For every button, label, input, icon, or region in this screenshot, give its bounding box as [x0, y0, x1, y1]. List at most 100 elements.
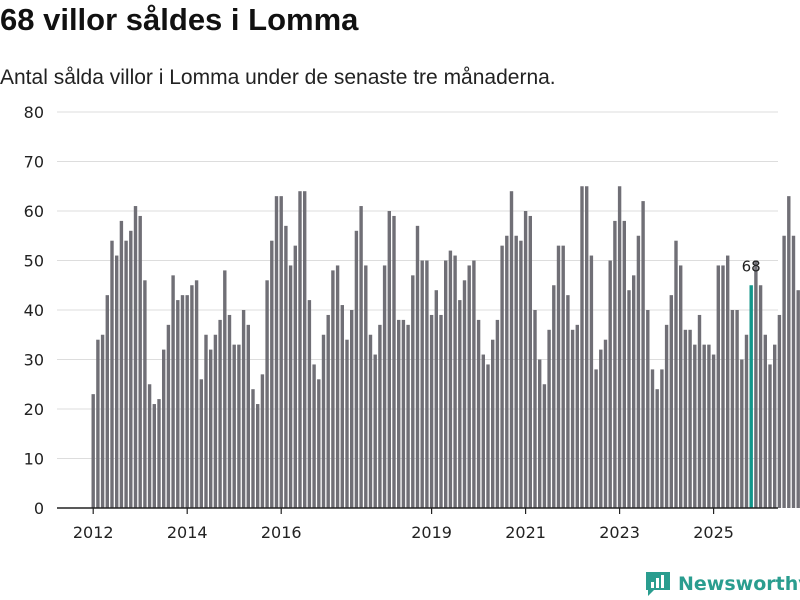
bar	[232, 344, 236, 508]
bar	[632, 275, 636, 508]
bar	[326, 314, 330, 508]
bar	[744, 334, 749, 508]
bar	[392, 215, 396, 508]
bar	[669, 295, 673, 508]
bar	[763, 334, 767, 508]
bar	[646, 310, 650, 508]
bar	[688, 329, 692, 508]
bar	[552, 285, 556, 508]
bar	[726, 255, 730, 508]
y-tick-label-10: 10	[24, 450, 44, 469]
x-tick-label-2012: 2012	[73, 523, 114, 542]
bar	[740, 359, 744, 508]
y-tick-label-20: 20	[24, 400, 44, 419]
y-tick-label-0: 0	[34, 499, 44, 518]
bar	[364, 265, 368, 508]
bar	[147, 384, 152, 508]
bar	[166, 324, 171, 508]
bar	[382, 265, 387, 508]
bar	[570, 329, 575, 508]
bar	[476, 319, 481, 508]
bar	[251, 389, 255, 508]
bar	[777, 314, 782, 508]
bar	[500, 245, 504, 508]
bar	[486, 364, 490, 508]
highlight-value-label: 68	[742, 257, 761, 275]
bar	[307, 300, 312, 508]
bar	[613, 220, 617, 508]
bar	[472, 260, 476, 508]
bar	[223, 270, 227, 508]
bar	[627, 290, 631, 508]
bar	[368, 334, 373, 508]
bar	[481, 354, 485, 508]
bar	[768, 364, 772, 508]
bar	[697, 314, 702, 508]
bar	[218, 319, 222, 508]
bar	[359, 206, 363, 509]
bar	[603, 339, 608, 508]
x-tick-label-2019: 2019	[411, 523, 452, 542]
bar	[589, 255, 594, 508]
bar	[246, 324, 250, 508]
x-tick-label-2016: 2016	[261, 523, 302, 542]
bar	[773, 344, 777, 508]
bar	[190, 285, 194, 508]
bar	[185, 295, 189, 508]
bar	[533, 310, 537, 508]
bar	[331, 270, 335, 508]
y-tick-label-70: 70	[24, 153, 44, 172]
newsworthy-logo: Newsworthy	[644, 569, 800, 599]
logo-text: Newsworthy	[678, 573, 800, 595]
bar	[143, 280, 147, 508]
bar	[265, 280, 269, 508]
bar	[458, 300, 462, 508]
bar	[274, 196, 279, 508]
bar	[425, 260, 429, 508]
bar	[716, 265, 720, 508]
bar	[256, 404, 260, 508]
bar	[303, 191, 307, 508]
bar	[354, 230, 359, 509]
bar	[735, 310, 739, 508]
bar	[415, 225, 420, 508]
bar	[406, 324, 410, 508]
bar	[495, 319, 500, 508]
bar	[270, 240, 274, 508]
bar	[758, 285, 763, 508]
bar	[279, 196, 283, 508]
bar	[100, 334, 105, 508]
bar	[373, 354, 377, 508]
bar	[641, 201, 645, 508]
bar	[782, 235, 786, 508]
bar	[157, 399, 161, 508]
bar	[350, 310, 354, 508]
bar	[133, 206, 138, 509]
bar	[561, 245, 565, 508]
x-tick-label-2025: 2025	[693, 523, 734, 542]
bar	[288, 265, 293, 508]
chart-subtitle: Antal sålda villor i Lomma under de sena…	[0, 66, 556, 89]
bar	[237, 344, 241, 508]
bar	[542, 384, 547, 508]
bar	[519, 240, 523, 508]
bar	[467, 265, 471, 508]
bar	[462, 280, 467, 508]
bar	[260, 374, 265, 508]
bar	[566, 295, 570, 508]
bar	[636, 235, 641, 508]
bar	[523, 211, 528, 508]
x-tick-label-2014: 2014	[167, 523, 208, 542]
bar	[791, 235, 796, 508]
bar	[693, 344, 697, 508]
bar-highlight	[749, 285, 753, 508]
bar	[674, 240, 678, 508]
bar	[650, 369, 655, 508]
bar	[420, 260, 424, 508]
bar	[434, 290, 438, 508]
bar	[439, 314, 443, 508]
bar	[707, 344, 711, 508]
bar	[397, 319, 401, 508]
bar	[199, 379, 203, 508]
